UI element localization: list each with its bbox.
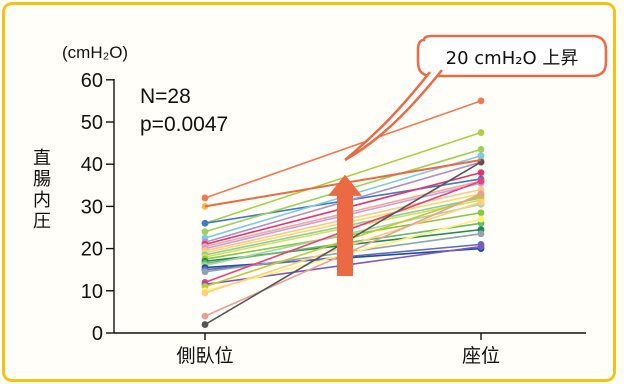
y-label-char: 直	[33, 148, 51, 169]
y-ticks: 0 10 20 30 40 50 60	[81, 70, 114, 345]
data-point	[201, 194, 209, 202]
y-tick-label: 10	[81, 281, 103, 303]
data-point	[201, 228, 209, 236]
data-point	[201, 289, 209, 297]
y-label-char: 圧	[33, 211, 51, 232]
data-point	[477, 230, 485, 238]
data-point	[477, 209, 485, 217]
x-tick-label: 側臥位	[176, 345, 233, 367]
y-tick-label: 0	[92, 323, 103, 345]
unit-label: (cmH₂O)	[62, 43, 128, 62]
data-point	[477, 129, 485, 136]
y-label-char: 内	[33, 190, 51, 211]
y-tick-label: 60	[81, 70, 103, 92]
data-point	[477, 177, 485, 185]
x-ticks: 側臥位 座位	[176, 333, 500, 367]
data-point	[201, 219, 209, 227]
data-point	[477, 97, 485, 105]
y-label-char: 腸	[33, 169, 51, 190]
callout: 20 cmH₂O 上昇	[344, 34, 608, 162]
callout-text: 20 cmH₂O 上昇	[446, 48, 579, 69]
series-line	[204, 100, 482, 199]
data-point	[477, 215, 485, 223]
y-tick-label: 50	[81, 112, 103, 134]
y-tick-label: 40	[81, 154, 103, 176]
data-point	[477, 243, 485, 250]
y-tick-label: 30	[81, 196, 103, 218]
n-text: N=28	[140, 85, 191, 108]
x-tick-label: 座位	[462, 345, 500, 367]
data-point	[477, 152, 485, 160]
data-point	[477, 146, 485, 153]
data-point	[201, 312, 209, 320]
callout-bubble	[416, 34, 608, 78]
data-point	[477, 169, 485, 177]
data-point	[201, 321, 209, 328]
p-text: p=0.0047	[140, 113, 228, 136]
arrow-shape	[328, 174, 362, 277]
callout-tail	[344, 69, 443, 162]
data-point	[477, 190, 485, 198]
data-point	[201, 268, 209, 276]
y-tick-label: 20	[81, 239, 103, 261]
increase-arrow	[328, 174, 362, 277]
data-point	[477, 198, 485, 206]
